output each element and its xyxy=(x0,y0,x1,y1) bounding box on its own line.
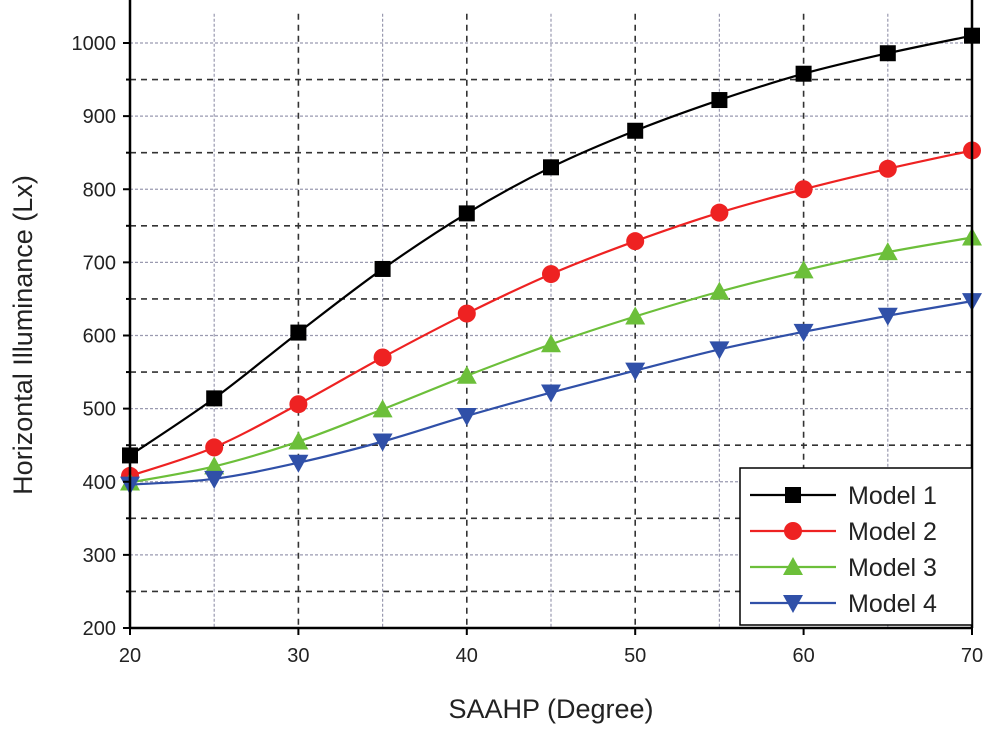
x-tick-label: 20 xyxy=(119,645,141,667)
x-axis-label: SAAHP (Degree) xyxy=(448,694,653,724)
data-point-model-3 xyxy=(541,334,561,353)
data-point-model-3 xyxy=(204,456,225,475)
y-tick-label: 600 xyxy=(83,326,116,348)
x-tick-label: 60 xyxy=(792,645,814,667)
data-point-model-2 xyxy=(878,159,897,178)
data-point-model-2 xyxy=(542,265,560,284)
data-point-model-2 xyxy=(289,395,308,414)
data-point-model-1 xyxy=(543,159,559,176)
data-point-model-3 xyxy=(288,431,309,450)
data-point-model-3 xyxy=(793,260,814,279)
y-tick-label: 300 xyxy=(83,545,116,567)
data-point-model-4 xyxy=(372,433,393,452)
y-tick-label: 400 xyxy=(83,472,116,494)
y-tick-label: 1000 xyxy=(72,33,117,55)
legend: Model 1 Model 2 Model 3 Model 4 xyxy=(739,467,973,626)
data-point-model-1 xyxy=(290,324,307,341)
y-tick-label: 800 xyxy=(83,179,116,201)
data-point-model-3 xyxy=(877,242,898,261)
legend-marker xyxy=(783,595,803,613)
data-point-model-3 xyxy=(456,365,477,384)
data-point-model-4 xyxy=(541,384,561,403)
data-point-model-1 xyxy=(458,205,475,222)
x-tick-label: 50 xyxy=(624,645,646,667)
data-point-model-1 xyxy=(711,92,728,109)
data-point-model-2 xyxy=(373,348,392,367)
data-point-model-4 xyxy=(204,470,225,489)
data-point-model-2 xyxy=(457,304,476,323)
data-point-model-1 xyxy=(206,390,223,407)
data-point-model-2 xyxy=(710,203,729,222)
data-point-model-4 xyxy=(288,454,309,473)
data-point-model-1 xyxy=(374,260,391,277)
legend-label: Model 2 xyxy=(848,518,937,546)
data-point-model-4 xyxy=(456,407,477,426)
data-point-model-4 xyxy=(877,307,898,326)
x-tick-label: 30 xyxy=(287,645,309,667)
x-tick-label: 40 xyxy=(456,645,478,667)
x-tick-label: 70 xyxy=(961,645,983,667)
legend-label: Model 1 xyxy=(848,482,937,510)
series-line-model-1 xyxy=(129,34,973,457)
y-tick-label: 200 xyxy=(83,618,116,640)
legend-label: Model 3 xyxy=(848,554,937,582)
grid xyxy=(130,13,972,628)
y-axis-label: Horizontal Illuminance (Lx) xyxy=(8,175,38,495)
data-point-model-2 xyxy=(794,180,813,199)
data-point-model-3 xyxy=(709,281,730,300)
legend-marker xyxy=(784,522,802,540)
data-point-model-3 xyxy=(625,306,646,325)
data-point-model-1 xyxy=(879,45,896,62)
data-point-model-2 xyxy=(205,438,224,457)
y-tick-label: 500 xyxy=(83,399,116,421)
y-tick-label: 900 xyxy=(83,106,116,128)
data-point-model-2 xyxy=(626,232,645,251)
data-point-model-3 xyxy=(372,399,393,418)
data-point-model-1 xyxy=(795,65,812,82)
legend-label: Model 4 xyxy=(848,590,937,618)
data-point-model-4 xyxy=(625,362,646,381)
y-tick-label: 700 xyxy=(83,252,116,274)
legend-marker xyxy=(783,557,803,575)
data-point-model-4 xyxy=(709,341,730,360)
data-point-model-1 xyxy=(627,122,644,139)
data-point-model-4 xyxy=(793,323,814,342)
legend-marker xyxy=(785,487,801,503)
